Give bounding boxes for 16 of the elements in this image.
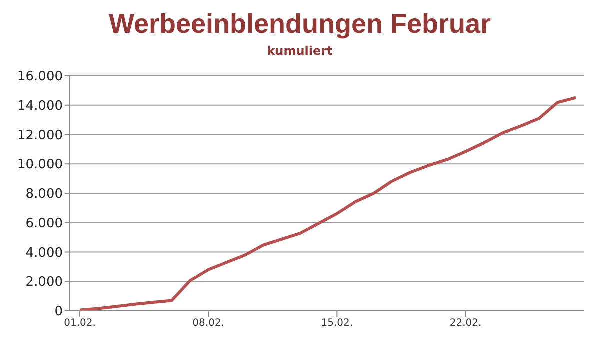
y-tick-label: 14.000 [18, 98, 63, 114]
y-tick-label: 16.000 [18, 70, 63, 85]
x-tick-label: 08.02. [192, 318, 224, 330]
line-series [80, 96, 576, 311]
y-tick-label: 6.000 [26, 216, 63, 232]
x-tick-label: 15.02. [321, 318, 354, 330]
chart-subtitle: kumuliert [266, 43, 334, 60]
y-tick-label: 0 [54, 304, 63, 320]
chart-title: Werbeeinblendungen Februar [108, 8, 492, 40]
y-tick-label: 2.000 [26, 275, 63, 290]
x-tick-label: 22.02. [450, 318, 482, 330]
y-tick-label: 12.000 [18, 128, 63, 144]
y-tick-label: 10.000 [18, 158, 63, 173]
y-tick-label: 8.000 [26, 187, 63, 202]
x-tick-label: 01.02. [64, 318, 96, 330]
y-tick-label: 4.000 [26, 246, 63, 261]
